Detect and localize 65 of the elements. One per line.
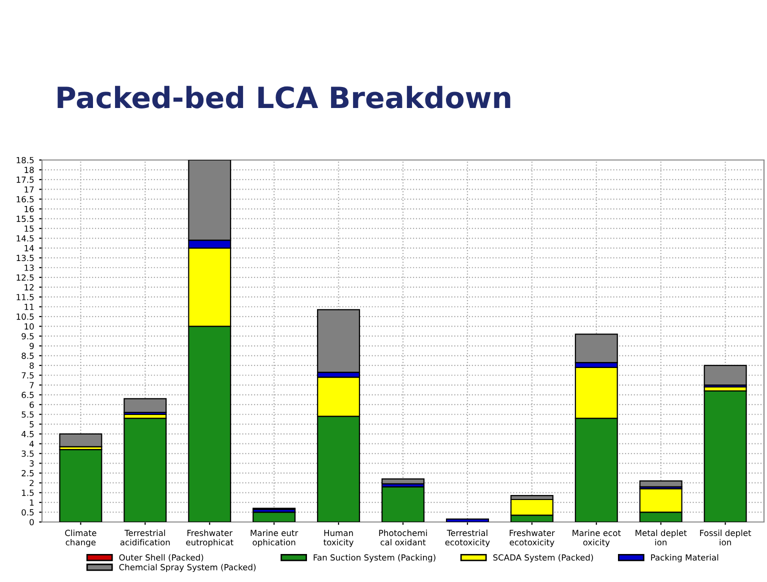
bar xyxy=(704,364,747,386)
x-tick-label: Photochemi cal oxidant xyxy=(379,530,427,546)
y-tick-label: 10.5 xyxy=(16,314,34,320)
legend-label: Outer Shell (Packed) xyxy=(119,554,204,562)
x-tick-label: Marine eutr ophication xyxy=(250,530,298,548)
x-tick-label: Marine ecot oxicity xyxy=(572,530,621,548)
y-tick-label: 15.5 xyxy=(16,216,34,222)
y-tick-label: 6.5 xyxy=(22,392,34,398)
y-tick-label: 17 xyxy=(24,186,34,193)
chart-title: Packed-bed LCA Breakdown xyxy=(58,86,510,108)
y-tick-label: 0.5 xyxy=(22,509,34,516)
x-tick-label: Terrestrial acidification xyxy=(120,530,170,546)
legend-label: Packing Material xyxy=(651,554,718,562)
x-tick-label: Human toxicity xyxy=(324,530,354,548)
bar xyxy=(59,449,102,522)
y-tick-label: 8.5 xyxy=(22,352,34,359)
x-tick-label: Freshwater ecotoxicity xyxy=(510,530,555,548)
y-tick-label: 14.5 xyxy=(16,235,34,242)
bar xyxy=(704,390,747,522)
y-tick-label: 16 xyxy=(24,206,34,212)
bar xyxy=(124,418,167,522)
x-tick-label: Terrestrial ecotoxicity xyxy=(445,530,490,548)
bar xyxy=(124,398,167,413)
y-tick-label: 5.5 xyxy=(22,411,34,418)
x-tick-label: Fossil deplet ion xyxy=(700,530,752,546)
y-tick-label: 2.5 xyxy=(22,470,34,476)
y-tick-label: 2 xyxy=(30,480,34,486)
y-tick-label: 5 xyxy=(30,421,34,428)
y-tick-label: 12.5 xyxy=(16,274,34,281)
y-tick-label: 4 xyxy=(29,440,34,447)
legend-label: SCADA System (Packed) xyxy=(493,554,593,562)
y-tick-label: 14 xyxy=(24,245,34,252)
bar xyxy=(381,486,425,522)
y-tick-label: 15 xyxy=(24,226,34,232)
y-tick-label: 8 xyxy=(30,362,34,369)
x-tick-label: Climate change xyxy=(65,530,96,548)
bar xyxy=(381,478,425,484)
y-tick-label: 4.5 xyxy=(22,431,34,438)
y-tick-label: 16.5 xyxy=(16,196,34,202)
y-tick-label: 17.5 xyxy=(16,176,34,183)
y-tick-label: 6 xyxy=(30,402,34,408)
y-tick-label: 3 xyxy=(30,460,34,467)
y-tick-label: 9.5 xyxy=(22,333,34,340)
y-tick-label: 1.5 xyxy=(22,490,34,496)
y-tick-label: 1 xyxy=(30,500,34,506)
bar xyxy=(446,518,489,522)
y-tick-label: 0 xyxy=(30,518,34,526)
bar xyxy=(59,433,102,448)
y-tick-label: 11.5 xyxy=(16,294,34,300)
y-tick-label: 3.5 xyxy=(22,450,34,457)
y-tick-label: 13 xyxy=(24,264,34,271)
legend-label: Chemcial Spray System (Packed) xyxy=(119,564,256,572)
bar xyxy=(639,480,682,488)
y-tick-label: 13.5 xyxy=(16,254,34,262)
y-tick-label: 9 xyxy=(30,342,34,350)
y-tick-label: 7.5 xyxy=(22,372,34,379)
y-tick-label: 11 xyxy=(24,304,34,310)
y-tick-label: 7 xyxy=(30,382,34,388)
y-tick-label: 12 xyxy=(24,284,34,290)
x-tick-label: Freshwater eutrophicat xyxy=(186,530,234,548)
y-tick-label: 18.5 xyxy=(16,156,34,164)
y-tick-label: 10 xyxy=(24,323,34,330)
x-tick-label: Metal deplet ion xyxy=(636,530,687,546)
legend-label: Fan Suction System (Packing) xyxy=(314,554,436,562)
y-tick-label: 18 xyxy=(24,166,34,174)
